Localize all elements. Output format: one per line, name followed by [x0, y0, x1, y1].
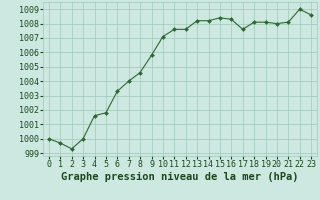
X-axis label: Graphe pression niveau de la mer (hPa): Graphe pression niveau de la mer (hPa)	[61, 172, 299, 182]
